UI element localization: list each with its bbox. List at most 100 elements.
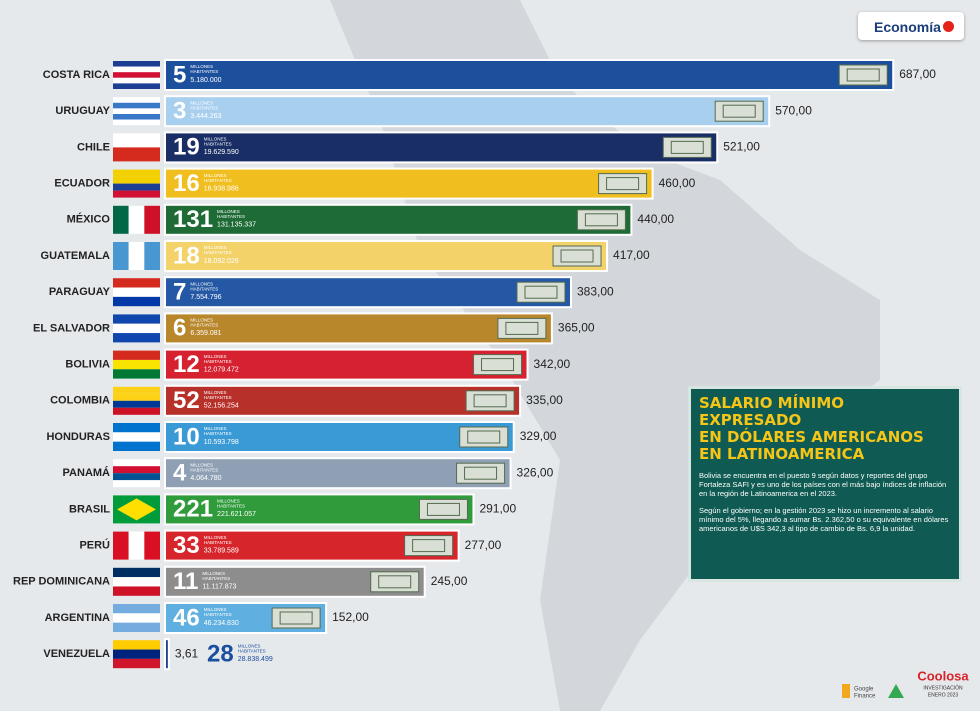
flag-stripe — [113, 604, 160, 614]
flag-stripe — [113, 531, 129, 560]
bill-icon — [576, 209, 626, 231]
bill-icon — [670, 140, 704, 154]
value-label: 291,00 — [479, 502, 516, 516]
population-unit: HABITANTES — [204, 540, 232, 545]
bar — [164, 131, 719, 164]
bar — [164, 457, 512, 490]
population-unit: HABITANTES — [217, 214, 245, 219]
population-unit: HABITANTES — [238, 648, 266, 653]
population-full: 28.838.499 — [238, 656, 273, 663]
flag-stripe — [113, 622, 160, 632]
value-label: 3,61 — [175, 646, 199, 660]
flag-stripe — [128, 242, 145, 270]
brand-sub: INVESTIGACIÓN — [923, 684, 963, 691]
bill-icon — [481, 358, 515, 372]
flag-stripe — [128, 531, 145, 560]
bill-icon — [714, 100, 764, 122]
flag-stripe — [113, 176, 160, 184]
bill-icon — [456, 462, 506, 484]
flag-stripe — [128, 205, 145, 234]
population-unit: MILLONES — [190, 100, 213, 105]
population-number: 18 — [173, 242, 200, 269]
flag-stripe — [144, 531, 160, 560]
flag-stripe — [113, 119, 160, 126]
bill-icon — [497, 317, 547, 339]
flag-stripe — [113, 613, 160, 623]
population-unit: MILLONES — [204, 607, 227, 612]
population-unit: MILLONES — [204, 390, 227, 395]
population-unit: HABITANTES — [204, 612, 232, 617]
country-label: VENEZUELA — [43, 648, 110, 660]
bill-icon — [459, 426, 509, 448]
brand: Coolosa — [917, 668, 969, 683]
bill-icon — [505, 321, 539, 335]
population-full: 5.180.000 — [190, 77, 221, 84]
flag-stripe — [113, 459, 160, 467]
population-number: 12 — [173, 351, 200, 378]
population-unit: HABITANTES — [204, 178, 232, 183]
flag-stripe — [113, 441, 160, 451]
country-label: HONDURAS — [46, 431, 110, 443]
country-label: BRASIL — [69, 503, 110, 515]
bill-icon — [560, 249, 594, 263]
bill-icon — [606, 177, 640, 191]
bill-icon — [467, 430, 501, 444]
bill-icon — [464, 466, 498, 480]
population-number: 28 — [207, 641, 234, 668]
flag-stripe — [113, 169, 160, 177]
info-paragraph: Según el gobierno; en la gestión 2023 se… — [699, 506, 949, 533]
population-number: 52 — [173, 387, 200, 414]
flag-stripe — [113, 423, 160, 433]
bill-icon — [412, 539, 446, 553]
bar — [164, 348, 529, 381]
population-unit: HABITANTES — [204, 359, 232, 364]
population-full: 11.117.873 — [202, 584, 236, 591]
population-full: 19.629.590 — [204, 149, 239, 156]
population-unit: HABITANTES — [190, 105, 218, 110]
source-logo: Finance — [854, 694, 876, 700]
bar — [164, 167, 654, 200]
bill-icon — [722, 104, 756, 118]
info-title: SALARIO MÍNIMO EXPRESADO — [699, 394, 845, 429]
bar — [164, 59, 895, 91]
flag-stripe — [113, 287, 160, 297]
flag-stripe — [113, 314, 160, 324]
population-full: 10.593.798 — [204, 439, 239, 446]
flag-stripe — [113, 205, 129, 234]
country-label: COLOMBIA — [50, 395, 110, 407]
population-full: 3.444.263 — [190, 113, 221, 120]
bill-icon — [279, 611, 313, 625]
value-label: 687,00 — [899, 67, 936, 81]
bill-icon — [598, 173, 648, 195]
population-unit: MILLONES — [202, 571, 225, 576]
population-full: 33.789.589 — [204, 547, 239, 554]
flag-stripe — [113, 83, 160, 89]
population-full: 12.079.472 — [204, 366, 239, 373]
flag-stripe — [144, 205, 160, 234]
population-unit: MILLONES — [204, 245, 227, 250]
population-full: 16.938.986 — [204, 185, 239, 192]
source-logo: Google — [854, 687, 874, 693]
flag-stripe — [113, 133, 160, 148]
flag-stripe — [113, 473, 160, 481]
flag-stripe — [113, 61, 160, 67]
bill-icon — [418, 498, 468, 520]
flag-stripe — [113, 359, 160, 370]
flag-stripe — [113, 649, 160, 659]
bill-icon — [473, 394, 507, 408]
info-title: EN DÓLARES AMERICANOS — [699, 428, 924, 446]
value-label: 460,00 — [659, 176, 696, 190]
value-label: 570,00 — [775, 103, 812, 117]
bar — [164, 203, 633, 236]
bill-icon — [370, 571, 420, 593]
bill-icon — [516, 281, 566, 303]
bill-icon — [473, 354, 523, 376]
logo-icon — [842, 684, 850, 698]
value-label: 417,00 — [613, 248, 650, 262]
value-label: 365,00 — [558, 321, 595, 335]
population-full: 131.135.337 — [217, 222, 256, 229]
country-label: CHILE — [77, 141, 110, 153]
bill-icon — [552, 245, 602, 267]
